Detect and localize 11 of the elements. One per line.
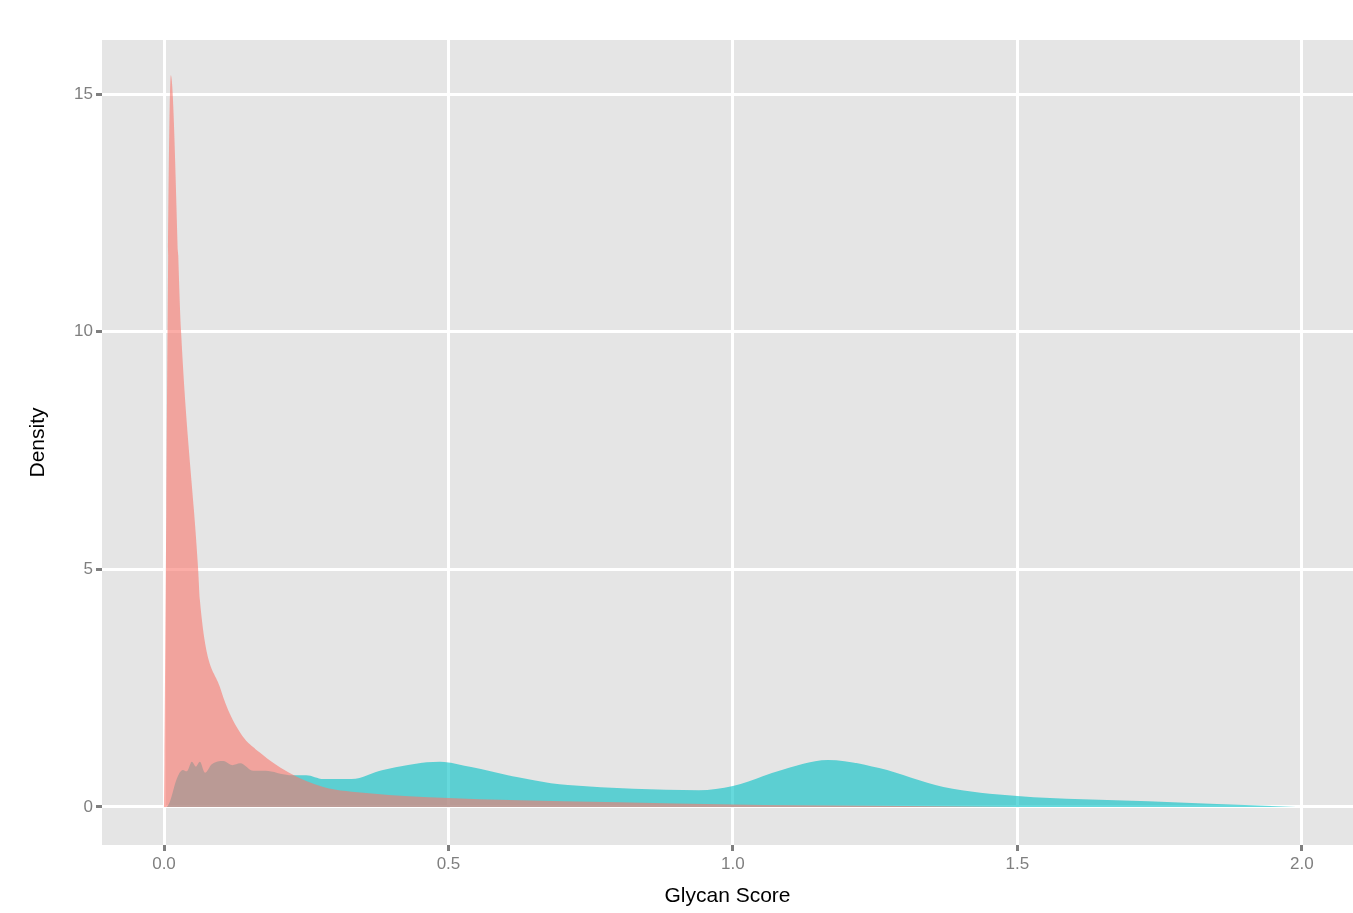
x-tick-label: 0.5 (436, 853, 461, 873)
x-tick-label: 0.0 (152, 853, 176, 873)
y-tick-label: 0 (83, 796, 93, 816)
x-tick-label: 1.0 (721, 853, 745, 873)
y-tick-label: 15 (74, 83, 93, 103)
y-tick-label: 10 (74, 321, 93, 341)
y-tick-label: 5 (83, 559, 93, 579)
y-axis-title: Density (25, 406, 49, 478)
x-axis-title: Glycan Score (664, 883, 791, 907)
x-tick-label: 2.0 (1289, 853, 1314, 873)
x-tick-label: 1.5 (1005, 853, 1030, 873)
